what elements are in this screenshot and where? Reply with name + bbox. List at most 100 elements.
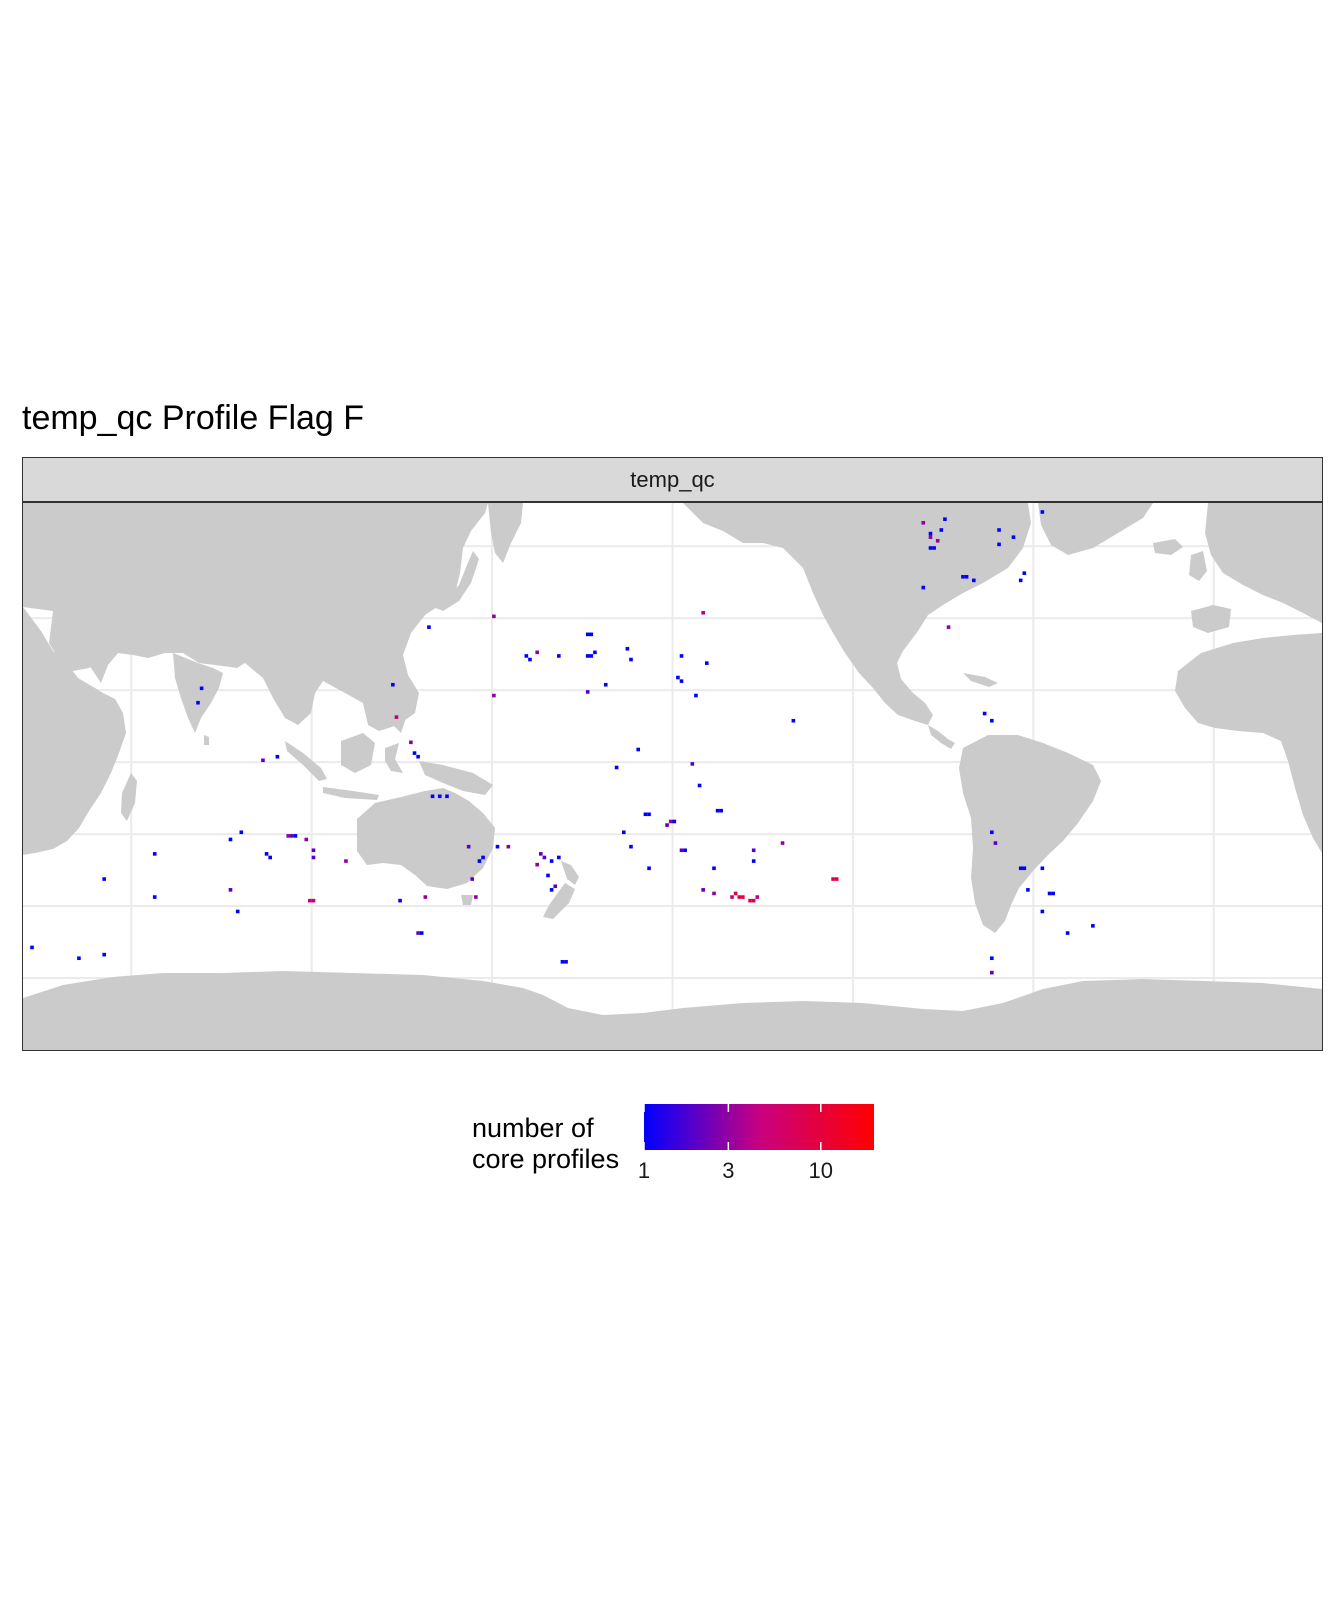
profile-cell — [235, 909, 240, 914]
profile-cell — [990, 830, 994, 835]
profile-cell — [935, 538, 940, 543]
profile-cell — [1065, 931, 1070, 935]
profile-cell — [474, 895, 478, 899]
profile-cell — [528, 657, 532, 662]
profile-cell — [268, 855, 272, 860]
profile-cell — [1040, 510, 1045, 514]
map-panel: temp_qc — [22, 457, 1323, 1051]
profile-cell — [964, 574, 969, 579]
profile-cell — [643, 812, 648, 817]
profile-cell — [672, 819, 677, 824]
profile-cell — [560, 960, 565, 964]
profile-cell — [928, 546, 933, 550]
land-philippines — [389, 688, 407, 733]
profile-cell — [535, 862, 539, 867]
profile-cell — [477, 859, 482, 863]
profile-cell — [737, 895, 742, 899]
profile-cell — [990, 956, 994, 961]
profile-cell — [997, 528, 1001, 532]
profile-cell — [77, 956, 81, 961]
profile-cell — [466, 844, 471, 849]
land-antarctica — [23, 971, 1322, 1050]
profile-cell — [990, 970, 994, 975]
profile-cell — [993, 841, 998, 845]
profile-cell — [416, 754, 420, 759]
profile-cell — [549, 859, 554, 863]
profile-cell — [932, 546, 936, 550]
land-south-america — [959, 735, 1101, 933]
profile-cell — [1047, 891, 1052, 896]
profile-cell — [668, 819, 673, 824]
profile-cell — [152, 895, 157, 899]
land-arabia — [49, 611, 103, 671]
profile-cell — [409, 740, 413, 745]
profile-cell — [394, 715, 399, 719]
profile-cell — [741, 895, 745, 899]
legend: number of core profiles 1 3 10 — [472, 1104, 892, 1184]
profile-cell — [629, 844, 633, 849]
profile-cell — [679, 654, 684, 658]
profile-cell — [290, 834, 294, 838]
facet-strip-label: temp_qc — [630, 467, 715, 492]
colorbar-tick-label: 1 — [638, 1158, 650, 1183]
land-kamchatka — [488, 503, 523, 563]
profile-cell — [585, 654, 590, 658]
profile-cell — [679, 848, 684, 853]
profile-cell — [755, 895, 760, 899]
profile-cell — [939, 528, 944, 532]
profile-cell — [831, 877, 835, 881]
profile-cell — [733, 891, 738, 896]
land-eurasia — [23, 503, 488, 731]
profile-cell — [665, 823, 669, 827]
profile-cell — [286, 834, 291, 838]
profile-cell — [427, 625, 431, 629]
land-java — [323, 787, 379, 800]
colorbar-tick-label: 3 — [722, 1158, 734, 1183]
profile-cell — [791, 718, 796, 723]
profile-cell — [564, 960, 568, 964]
profile-cell — [614, 765, 619, 770]
profile-cells — [30, 510, 1095, 975]
profile-cell — [719, 808, 724, 813]
profile-cell — [715, 808, 720, 813]
profile-cell — [730, 895, 734, 899]
profile-cell — [751, 859, 756, 863]
profile-cell — [423, 895, 428, 899]
profile-cell — [1018, 578, 1023, 583]
profile-cell — [557, 654, 561, 658]
profile-cell — [589, 654, 594, 658]
land-australia — [357, 788, 495, 889]
land-india — [173, 653, 223, 733]
land — [23, 503, 1322, 1050]
profile-cell — [585, 632, 590, 637]
profile-cell — [621, 830, 626, 835]
profile-cell — [102, 877, 106, 881]
profile-cell — [1051, 891, 1055, 896]
land-central-america — [928, 725, 955, 749]
profile-cell — [943, 517, 947, 521]
profile-cell — [679, 679, 684, 683]
profile-cell — [593, 650, 597, 655]
profile-cell — [308, 898, 312, 903]
profile-cell — [982, 711, 987, 716]
profile-cell — [780, 841, 785, 845]
land-cuba — [963, 673, 998, 687]
profile-cell — [1040, 909, 1045, 914]
profile-cell — [102, 952, 106, 957]
profile-cell — [311, 855, 316, 860]
profile-cell — [712, 866, 716, 871]
page-title: temp_qc Profile Flag F — [22, 399, 365, 437]
facet-strip: temp_qc — [22, 457, 1323, 503]
land-sumatra — [285, 741, 327, 781]
profile-cell — [928, 535, 933, 539]
profile-cell — [495, 844, 500, 849]
profile-cell — [239, 830, 244, 835]
profile-cell — [398, 898, 402, 903]
profile-cell — [304, 837, 309, 842]
profile-cell — [492, 614, 496, 619]
profile-cell — [603, 682, 608, 687]
profile-cell — [1040, 866, 1045, 871]
profile-cell — [524, 654, 529, 658]
profile-cell — [690, 762, 695, 766]
profile-cell — [647, 812, 651, 817]
